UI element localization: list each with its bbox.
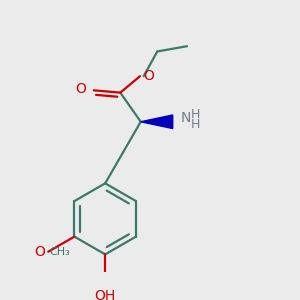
Text: O: O <box>144 69 154 82</box>
Text: O: O <box>75 82 86 96</box>
Text: H: H <box>190 118 200 131</box>
Text: N: N <box>180 111 191 125</box>
Polygon shape <box>141 115 173 129</box>
Text: H: H <box>190 109 200 122</box>
Text: OH: OH <box>94 289 116 300</box>
Text: O: O <box>34 245 45 259</box>
Text: CH₃: CH₃ <box>50 247 70 257</box>
